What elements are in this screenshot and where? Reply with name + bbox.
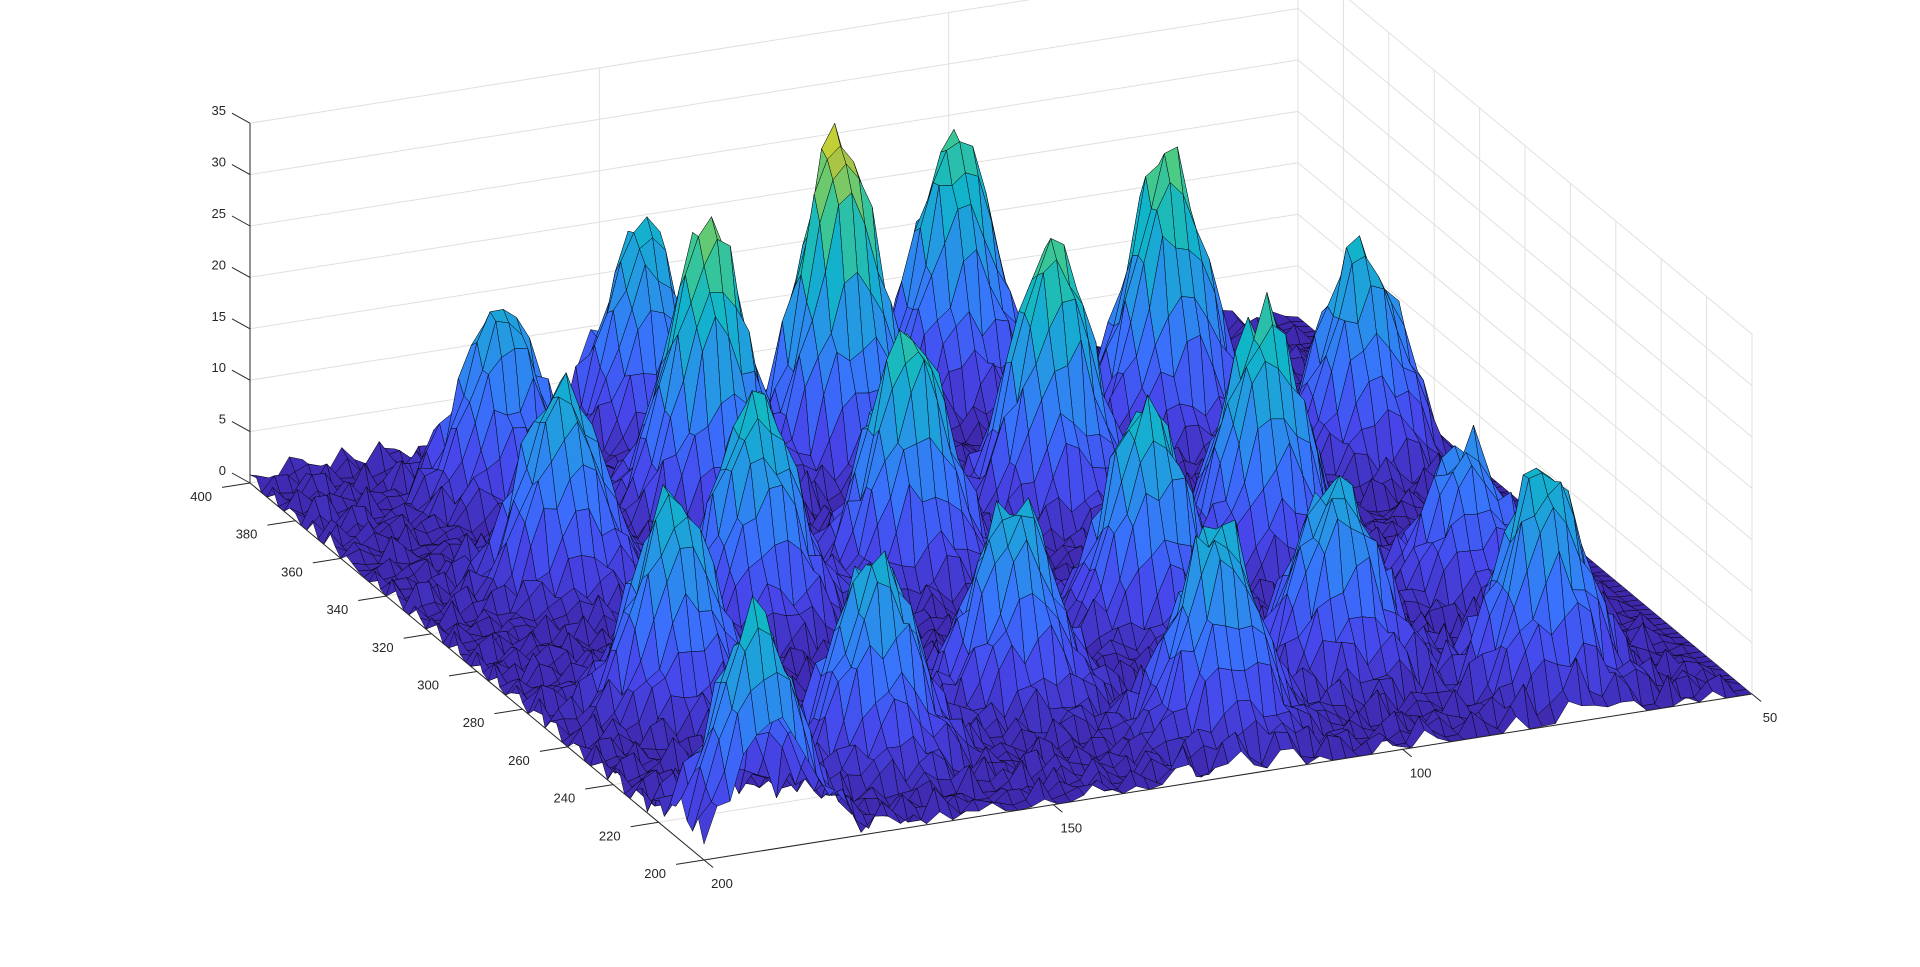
surface-mesh xyxy=(250,123,1752,844)
grid-line xyxy=(250,0,1298,123)
grid-line xyxy=(250,9,1298,175)
